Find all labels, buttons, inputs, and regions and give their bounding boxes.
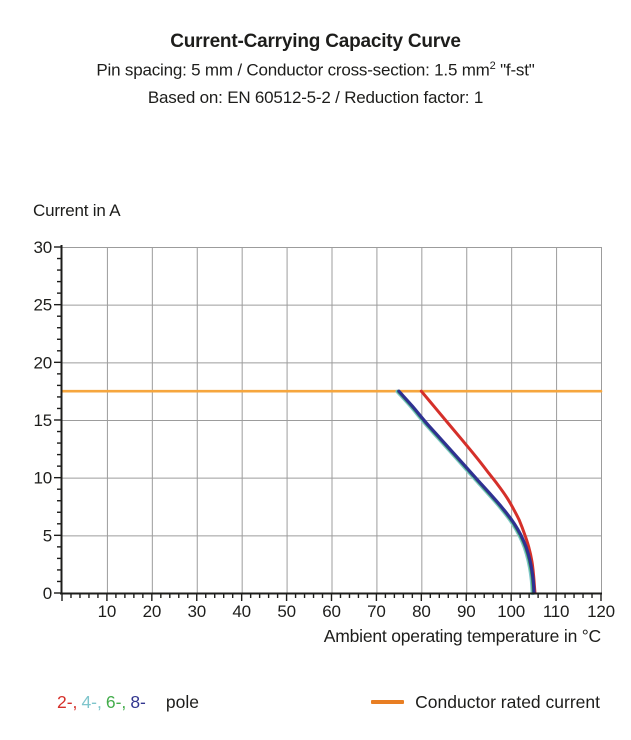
series-4-pole	[395, 389, 535, 596]
y-tick-label: 10	[33, 469, 52, 488]
y-tick-label: 15	[33, 411, 52, 430]
gridlines	[62, 247, 602, 593]
x-tick-label: 100	[497, 602, 525, 621]
subtitle-spec-post: "f-st"	[495, 60, 535, 80]
y-tick-label: 20	[33, 353, 52, 372]
y-tick-label: 25	[33, 296, 52, 315]
x-tick-label: 50	[277, 602, 296, 621]
x-tick-label: 40	[232, 602, 251, 621]
y-tick-label: 30	[33, 238, 52, 257]
subtitle-spec-pre: Pin spacing: 5 mm / Conductor cross-sect…	[96, 60, 490, 80]
x-tick-label: 20	[143, 602, 162, 621]
x-tick-label: 70	[367, 602, 386, 621]
rated-current-line-swatch	[371, 700, 405, 704]
rated-current-legend: Conductor rated current	[371, 692, 600, 713]
y-tick-labels: 0 5 10 15 20 25 30	[33, 238, 52, 603]
chart-subtitle-standard: Based on: EN 60512-5-2 / Reduction facto…	[147, 88, 484, 107]
pole-legend-item: 4-,	[81, 691, 102, 712]
series-8-pole	[397, 389, 536, 595]
x-tick-label: 110	[543, 602, 570, 621]
series-2-pole	[419, 389, 537, 595]
chart-title: Current-Carrying Capacity Curve	[170, 31, 461, 52]
x-tick-label: 120	[587, 602, 615, 621]
axis-ticks	[54, 246, 602, 601]
pole-legend-item: 2-,	[57, 691, 78, 712]
x-tick-label: 90	[457, 602, 476, 621]
subtitle-spec-superscript: 2	[489, 60, 496, 72]
y-axis-title: Current in A	[33, 201, 121, 220]
x-axis-title: Ambient operating temperature in °C	[323, 626, 601, 646]
x-tick-label: 30	[187, 602, 206, 621]
series-6-pole	[396, 389, 535, 595]
series-curves	[60, 389, 603, 596]
y-tick-label: 0	[43, 584, 52, 603]
pole-legend-item: 6-,	[105, 691, 127, 712]
y-tick-label: 5	[43, 526, 52, 545]
x-tick-label: 60	[322, 602, 341, 621]
axes	[60, 245, 602, 595]
x-tick-labels: 10 20 30 40 50 60 70 80 90 100 110 120	[98, 602, 615, 621]
pole-legend-item: 8-	[130, 691, 146, 712]
x-tick-label: 10	[98, 602, 117, 621]
legend-row: 2-, 4-, 6-, 8- pole Conductor rated curr…	[57, 688, 600, 716]
chart-subtitle-spec: Pin spacing: 5 mm / Conductor cross-sect…	[0, 60, 631, 81]
x-tick-label: 80	[412, 602, 431, 621]
pole-legend: 2-, 4-, 6-, 8- pole	[57, 692, 199, 713]
pole-legend-word: pole	[165, 691, 199, 712]
rated-current-label: Conductor rated current	[415, 691, 600, 712]
